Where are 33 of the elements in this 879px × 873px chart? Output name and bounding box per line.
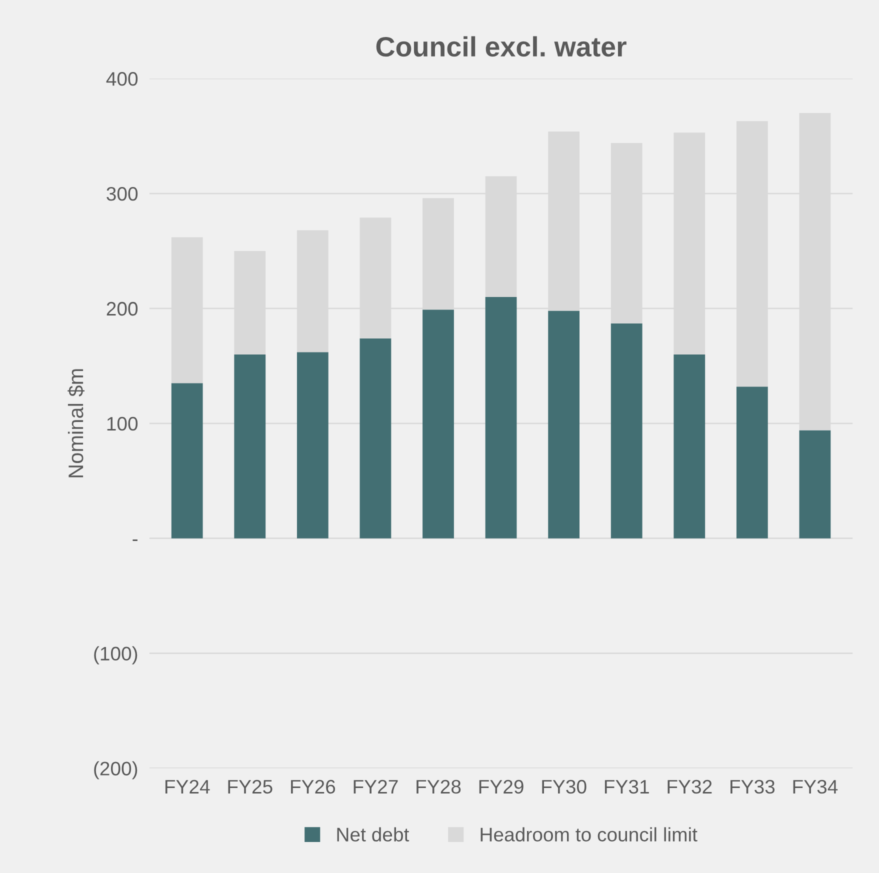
y-axis-title: Nominal $m: [68, 369, 84, 478]
x-tick-label: FY25: [228, 780, 272, 794]
legend-label: Net debt: [337, 827, 410, 842]
x-tick-label: FY28: [416, 780, 461, 794]
y-tick-label: (100): [94, 646, 138, 664]
x-tick-label: FY30: [542, 780, 586, 794]
x-tick-label: FY26: [291, 780, 336, 794]
x-tick-label: FY24: [165, 780, 210, 794]
bar: [485, 296, 517, 538]
bar: [296, 352, 328, 538]
bar: [234, 354, 266, 538]
bar: [422, 310, 454, 538]
y-tick-label: 400: [106, 72, 138, 86]
bar: [674, 354, 706, 538]
bar: [799, 430, 831, 538]
y-tick-label: 300: [106, 186, 138, 201]
y-tick-label: -: [132, 539, 138, 541]
bar: [548, 310, 580, 538]
legend-label: Headroom to council limit: [480, 827, 698, 842]
x-tick-label: FY32: [668, 780, 712, 794]
bar: [360, 338, 392, 538]
x-tick-label: FY31: [604, 780, 649, 794]
y-tick-label: 200: [106, 302, 138, 316]
x-tick-label: FY33: [730, 780, 775, 794]
y-tick-label: (200): [94, 761, 138, 780]
bar: [171, 383, 203, 538]
x-tick-label: FY34: [793, 780, 838, 794]
x-tick-label: FY29: [479, 780, 524, 794]
chart-title: Council excl. water: [376, 36, 626, 57]
bar: [736, 386, 768, 538]
bar: [610, 323, 642, 538]
y-tick-label: 100: [107, 416, 138, 431]
x-tick-label: FY27: [354, 780, 398, 794]
